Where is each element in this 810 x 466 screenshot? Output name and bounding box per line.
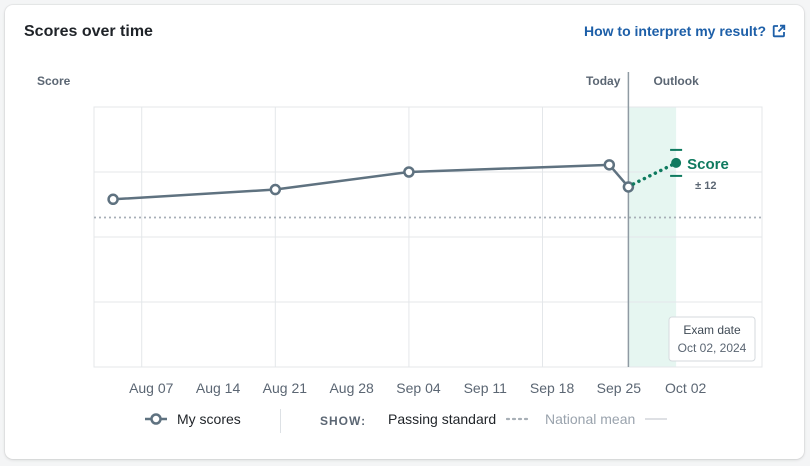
score-point (269, 183, 282, 196)
projection-line (631, 161, 678, 186)
x-tick-label: Sep 11 (464, 380, 508, 396)
x-tick-label: Oct 02 (665, 380, 706, 396)
exam-date-value: Oct 02, 2024 (678, 341, 747, 355)
score-point (603, 159, 616, 171)
today-label: Today (586, 74, 621, 88)
score-point (622, 181, 635, 193)
x-tick-label: Aug 07 (129, 380, 174, 396)
legend-my-scores: My scores (145, 411, 241, 427)
chart-grid (93, 106, 763, 368)
score-chart: Score Today Outlook Aug 07 Aug 14 Aug 21 Au… (37, 72, 763, 396)
score-point (403, 166, 415, 178)
x-tick-label: Aug 14 (196, 380, 241, 396)
exam-date-box: Exam date Oct 02, 2024 (668, 316, 756, 362)
help-link[interactable]: How to interpret my result? (584, 23, 786, 39)
exam-date-box-bg (668, 316, 756, 362)
projection: Score ± 12 (631, 148, 729, 192)
y-axis-label: Score (37, 74, 71, 88)
x-tick-label: Sep 04 (396, 380, 441, 396)
dotted-line-icon (506, 417, 531, 421)
score-point (107, 193, 119, 206)
legend-divider (280, 409, 281, 433)
passing-standard-label: Passing standard (388, 411, 497, 427)
solid-line-icon (645, 418, 668, 420)
exam-date-title: Exam date (683, 323, 741, 337)
card-title: Scores over time (24, 23, 153, 40)
my-scores-swatch-icon (145, 413, 167, 425)
toggle-national-mean[interactable]: National mean (545, 411, 668, 427)
toggle-passing-standard[interactable]: Passing standard (388, 411, 531, 427)
help-link-label: How to interpret my result? (583, 23, 766, 39)
series-my-scores (107, 159, 635, 206)
legend-my-scores-label: My scores (177, 411, 241, 427)
outlook-label: Outlook (653, 74, 699, 88)
my-scores-line (113, 163, 630, 201)
x-axis-ticks: Aug 07 Aug 14 Aug 21 Aug 28 Sep 04 Sep 11 Sep … (129, 380, 706, 396)
x-tick-label: Sep 25 (597, 380, 642, 396)
projected-score-label: Score (687, 156, 729, 173)
projected-score-point (671, 157, 682, 168)
x-tick-label: Aug 28 (329, 380, 374, 396)
legend-show-label: SHOW: (320, 414, 367, 428)
national-mean-label: National mean (545, 411, 636, 427)
x-tick-label: Sep 18 (530, 380, 575, 396)
x-tick-label: Aug 21 (263, 380, 308, 396)
projected-score-margin: ± 12 (695, 180, 716, 192)
external-link-icon (772, 24, 786, 38)
legend: My scores SHOW: Passing standard Nationa… (0, 405, 810, 435)
